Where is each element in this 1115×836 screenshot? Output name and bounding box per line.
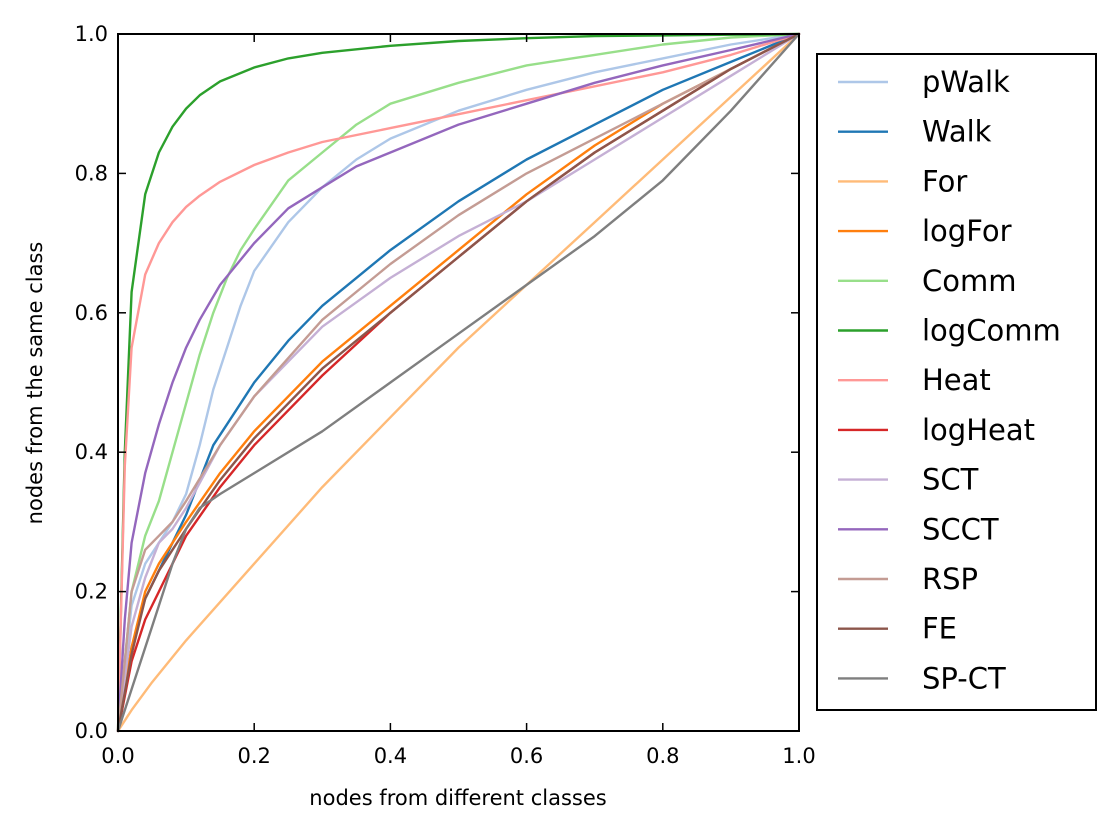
legend-label: Walk	[922, 115, 992, 149]
legend-item-for: For	[838, 164, 967, 198]
legend-label: SP-CT	[922, 661, 1006, 695]
series-layer	[116, 32, 801, 733]
legend-item-fe: FE	[838, 612, 957, 646]
x-tick-label: 0.8	[646, 744, 679, 768]
legend-item-sp-ct: SP-CT	[838, 661, 1006, 695]
y-tick-label: 0.8	[75, 161, 108, 185]
x-tick-label: 0.4	[374, 744, 407, 768]
series-line-logfor	[116, 32, 801, 733]
y-tick-label: 0.6	[75, 301, 108, 325]
legend-entries: pWalk Walk For logFor Comm logComm Heat logHeat…	[838, 65, 1061, 695]
x-axis-label: nodes from different classes	[309, 786, 606, 810]
legend-item-logfor: logFor	[838, 214, 1012, 248]
y-axis-label: nodes from the same class	[23, 242, 47, 525]
x-tick-label: 1.0	[782, 744, 815, 768]
series-line-heat	[116, 32, 801, 733]
y-tick-label: 0.4	[75, 440, 108, 464]
series-line-scct	[116, 32, 801, 733]
legend-item-sct: SCT	[838, 463, 979, 497]
series-line-rsp	[116, 32, 801, 733]
series-line-sp-ct	[116, 32, 801, 733]
x-tick-label: 0.6	[510, 744, 543, 768]
legend-item-logheat: logHeat	[838, 413, 1035, 447]
series-line-fe	[116, 32, 801, 733]
legend-label: logComm	[922, 314, 1061, 348]
legend-item-heat: Heat	[838, 363, 991, 397]
legend-label: pWalk	[922, 65, 1010, 99]
x-tick-label: 0.0	[101, 744, 134, 768]
y-tick-label: 1.0	[75, 22, 108, 46]
series-line-pwalk	[116, 32, 801, 733]
legend-label: SCT	[922, 463, 979, 497]
legend: pWalk Walk For logFor Comm logComm Heat logHeat…	[816, 53, 1097, 711]
legend-label: SCCT	[922, 512, 999, 546]
x-tick-label: 0.2	[237, 744, 270, 768]
legend-item-rsp: RSP	[838, 562, 978, 596]
series-line-for	[116, 32, 801, 733]
legend-label: Comm	[922, 264, 1017, 298]
legend-item-logcomm: logComm	[838, 314, 1061, 348]
legend-label: Heat	[922, 363, 991, 397]
legend-item-comm: Comm	[838, 264, 1017, 298]
legend-item-walk: Walk	[838, 115, 992, 149]
series-line-logcomm	[116, 32, 801, 733]
y-tick-label: 0.0	[75, 719, 108, 743]
y-tick-label: 0.2	[75, 580, 108, 604]
legend-label: RSP	[922, 562, 978, 596]
plot-frame	[117, 33, 800, 732]
y-axis: 0.0 0.2 0.4 0.6 0.8 1.0	[75, 22, 799, 743]
legend-label: logFor	[922, 214, 1012, 248]
series-line-comm	[116, 32, 801, 733]
x-axis: 0.0 0.2 0.4 0.6 0.8 1.0	[101, 34, 816, 768]
legend-frame	[816, 53, 1097, 711]
legend-label: logHeat	[922, 413, 1035, 447]
legend-label: For	[922, 164, 967, 198]
legend-item-scct: SCCT	[838, 512, 999, 546]
legend-label: FE	[922, 612, 957, 646]
plot-area	[116, 32, 801, 733]
series-line-sct	[116, 32, 801, 733]
legend-item-pwalk: pWalk	[838, 65, 1010, 99]
